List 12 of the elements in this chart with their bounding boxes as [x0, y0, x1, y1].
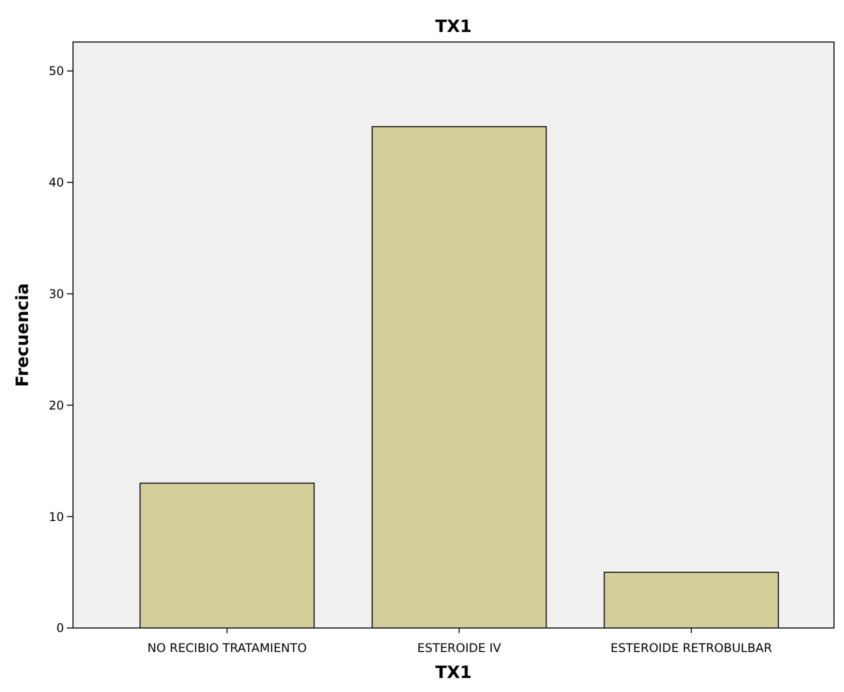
x-axis-title: TX1 — [435, 663, 472, 683]
y-tick-label: 50 — [48, 64, 64, 78]
y-tick-label: 0 — [56, 621, 64, 636]
y-tick-label: 40 — [48, 176, 64, 190]
x-tick-label: ESTEROIDE RETROBULBAR — [610, 641, 772, 655]
chart-title: TX1 — [435, 17, 472, 37]
y-tick-label: 20 — [48, 398, 64, 412]
x-tick-label: NO RECIBIO TRATAMIENTO — [147, 641, 307, 655]
y-tick-label: 30 — [48, 286, 64, 301]
y-tick-label: 10 — [48, 510, 64, 524]
y-axis-title: Frecuencia — [13, 283, 33, 387]
x-tick-label: ESTEROIDE IV — [417, 641, 502, 655]
